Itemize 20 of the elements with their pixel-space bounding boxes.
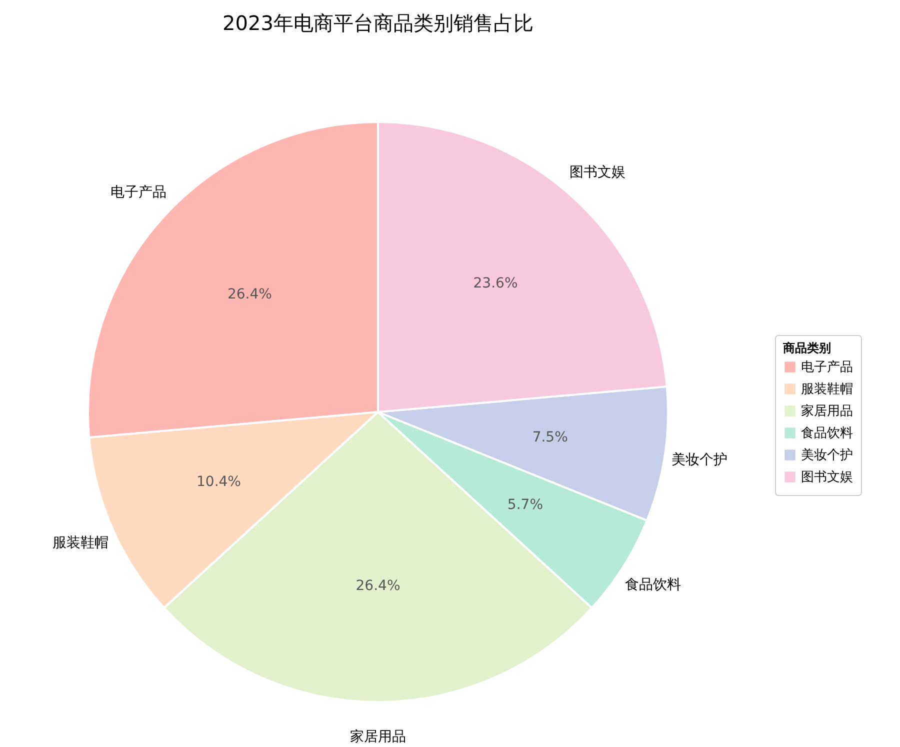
data-label: 5.7%: [507, 496, 543, 513]
data-label: 26.4%: [356, 578, 400, 594]
legend-label: 图书文娱: [801, 470, 853, 485]
legend-label: 美妆个护: [801, 447, 853, 463]
slice-label: 服装鞋帽: [52, 534, 109, 551]
slice-label: 家居用品: [350, 728, 406, 745]
slice-label: 电子产品: [110, 184, 166, 201]
chart-title: 2023年电商平台商品类别销售占比: [222, 11, 534, 35]
data-label: 23.6%: [473, 276, 518, 292]
legend-label: 服装鞋帽: [801, 382, 853, 397]
legend-title: 商品类别: [782, 341, 831, 355]
legend-label: 食品饮料: [801, 426, 853, 441]
data-label: 7.5%: [532, 430, 568, 446]
legend-label: 电子产品: [801, 360, 853, 375]
slice-label: 图书文娱: [569, 164, 626, 180]
slice-label: 食品饮料: [624, 577, 681, 594]
slice-label: 美妆个护: [671, 452, 728, 468]
legend-label: 家居用品: [801, 403, 853, 419]
data-label: 26.4%: [227, 286, 272, 302]
data-label: 10.4%: [196, 474, 241, 490]
